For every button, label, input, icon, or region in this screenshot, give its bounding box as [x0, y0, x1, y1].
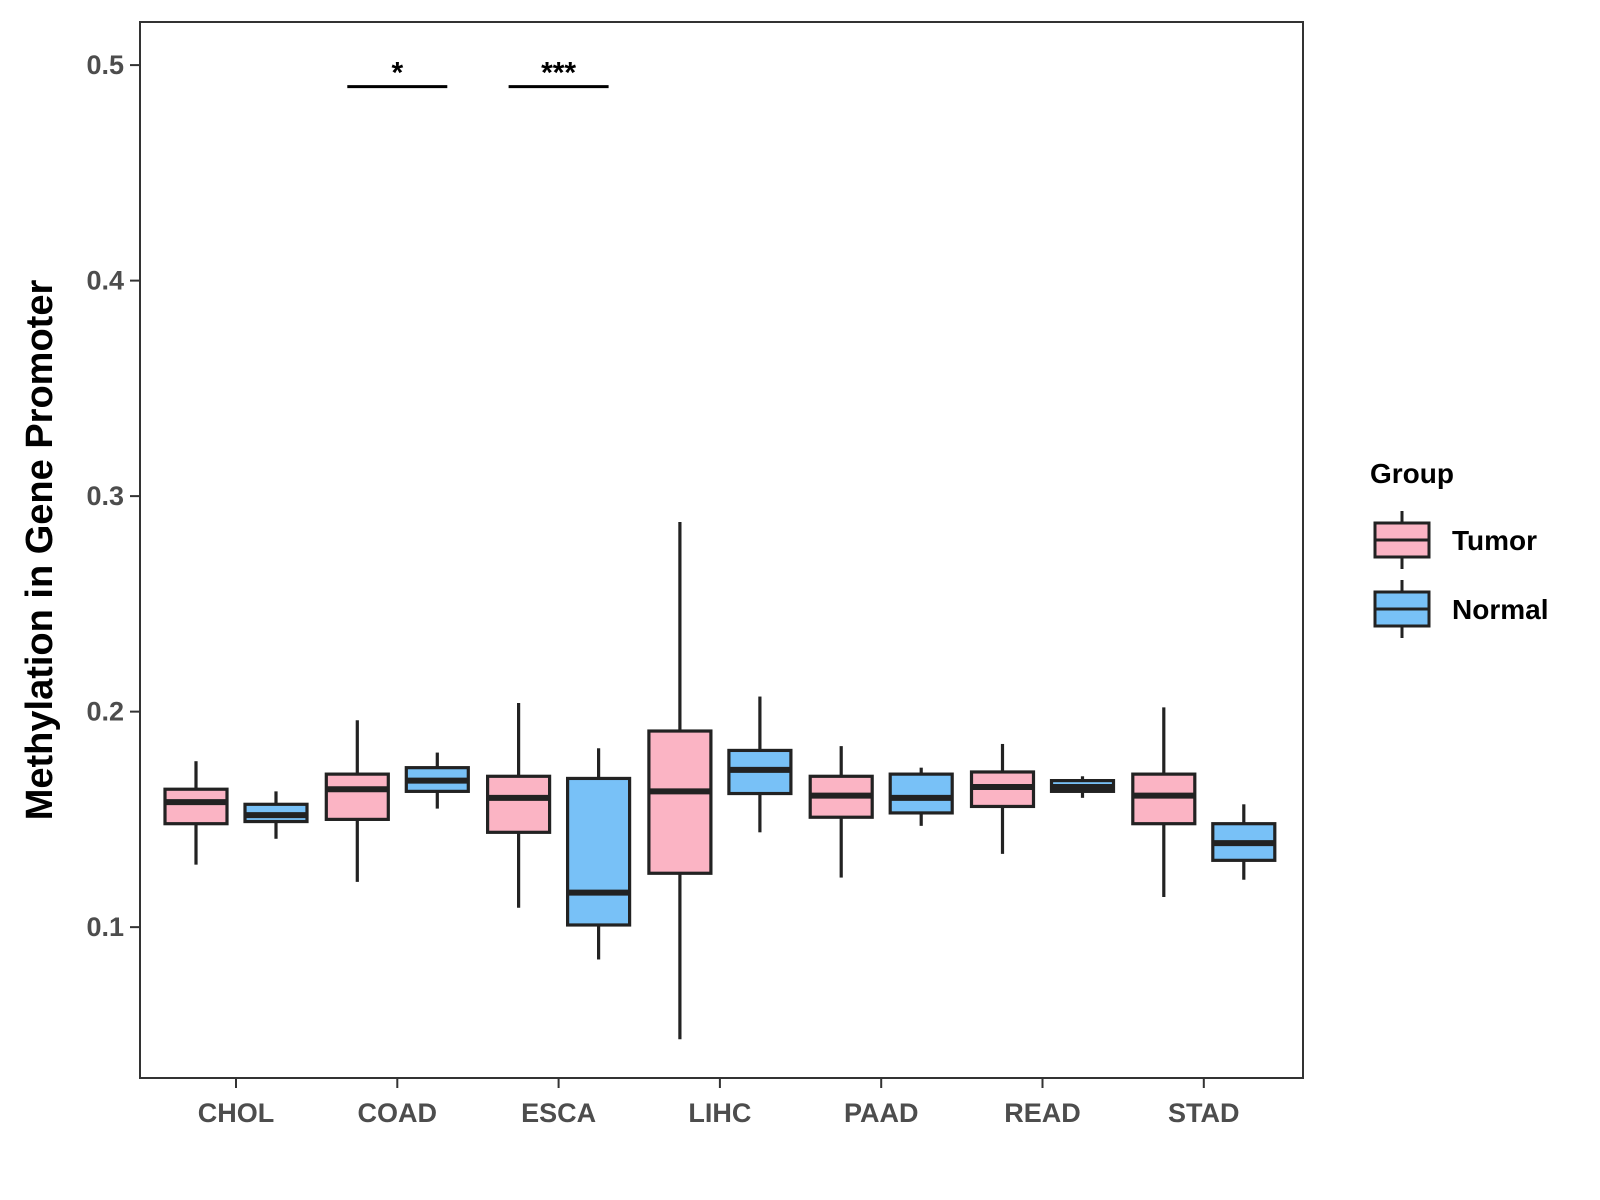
y-tick-label: 0.1	[86, 912, 124, 942]
legend-key-tumor	[1373, 511, 1431, 569]
box-tumor-coad	[324, 720, 390, 882]
x-tick-label-stad: STAD	[1168, 1098, 1240, 1128]
x-tick-label-paad: PAAD	[844, 1098, 919, 1128]
y-axis: 0.1 0.2 0.3 0.4 0.5	[86, 50, 140, 942]
legend-label-normal: Normal	[1452, 594, 1548, 625]
legend-title: Group	[1370, 458, 1454, 489]
x-tick-label-esca: ESCA	[521, 1098, 596, 1128]
significance-label: ***	[541, 57, 576, 90]
box-body	[565, 776, 632, 927]
y-axis-title: Methylation in Gene Promoter	[19, 280, 61, 821]
box-normal-read	[1049, 776, 1116, 798]
plot-panel	[139, 21, 1304, 1079]
y-tick-label: 0.5	[86, 50, 124, 80]
box-series	[163, 521, 1277, 1040]
legend: Group Tumor Normal	[1370, 458, 1548, 638]
box-body	[888, 772, 954, 815]
box-tumor-esca	[486, 703, 552, 908]
x-tick-label-coad: COAD	[358, 1098, 438, 1128]
box-tumor-stad	[1131, 707, 1197, 897]
box-normal-paad	[888, 767, 954, 826]
significance-annotations: * ***	[347, 57, 609, 90]
box-tumor-paad	[808, 746, 874, 878]
box-body	[324, 772, 390, 821]
x-axis: CHOL COAD ESCA LIHC PAAD READ STAD	[198, 1078, 1240, 1128]
x-tick-label-chol: CHOL	[198, 1098, 275, 1128]
box-normal-lihc	[727, 696, 793, 833]
box-body	[1131, 772, 1197, 826]
y-tick-label: 0.2	[86, 697, 124, 727]
box-normal-coad	[404, 752, 470, 809]
box-normal-esca	[565, 748, 632, 960]
box-tumor-lihc	[647, 521, 713, 1040]
box-normal-chol	[243, 791, 309, 839]
x-tick-label-lihc: LIHC	[688, 1098, 751, 1128]
box-tumor-read	[969, 743, 1036, 854]
y-tick-label: 0.3	[86, 481, 124, 511]
legend-label-tumor: Tumor	[1452, 525, 1537, 556]
box-body	[647, 729, 713, 875]
significance-label: *	[391, 57, 403, 90]
box-normal-stad	[1211, 804, 1277, 880]
box-body	[163, 787, 229, 826]
box-body	[486, 774, 552, 834]
box-tumor-chol	[163, 761, 229, 865]
legend-key-normal	[1373, 580, 1431, 638]
x-tick-label-read: READ	[1004, 1098, 1081, 1128]
y-tick-label: 0.4	[86, 266, 124, 296]
